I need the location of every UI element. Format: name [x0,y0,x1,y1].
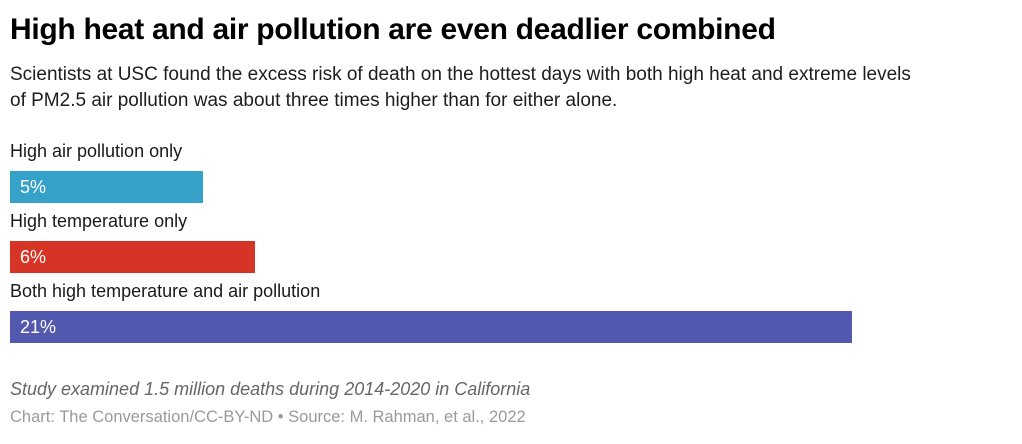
bar-both: 21% [10,311,852,343]
chart-title: High heat and air pollution are even dea… [10,13,776,46]
bar-value-air-pollution: 5% [20,176,47,197]
chart-note: Study examined 1.5 million deaths during… [10,379,531,399]
bar-air-pollution: 5% [10,171,203,203]
bar-temperature: 6% [10,241,255,273]
bar-row-temperature: High temperature only 6% [10,211,1012,273]
bar-chart: High air pollution only 5% High temperat… [10,141,1012,343]
bar-row-both: Both high temperature and air pollution … [10,281,1012,343]
bar-row-air-pollution: High air pollution only 5% [10,141,1012,203]
chart-credit: Chart: The Conversation/CC-BY-ND • Sourc… [10,408,526,426]
bar-value-both: 21% [20,316,57,337]
bar-label-both: Both high temperature and air pollution [10,281,321,301]
bar-label-temperature: High temperature only [10,211,188,231]
bar-value-temperature: 6% [20,246,47,267]
chart-subtitle: Scientists at USC found the excess risk … [10,64,911,111]
bar-label-air-pollution: High air pollution only [10,141,183,161]
